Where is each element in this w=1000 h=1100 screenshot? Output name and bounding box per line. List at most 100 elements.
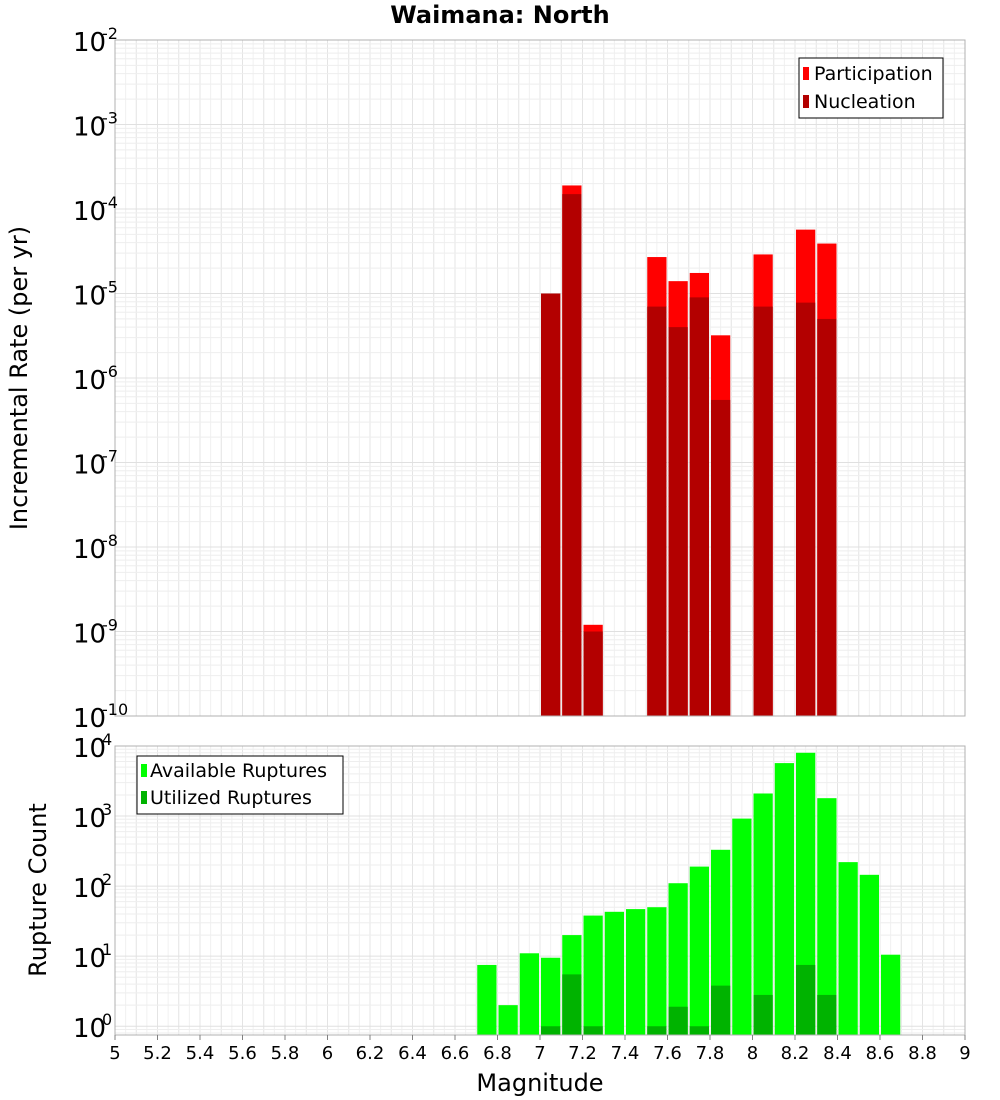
count-bar-available-ruptures xyxy=(817,798,837,1035)
legend-swatch-available xyxy=(141,764,147,777)
x-tick-label: 6.8 xyxy=(483,1043,512,1064)
y-tick-label: 10 xyxy=(73,874,106,904)
rate-bar-nucleation xyxy=(711,399,731,716)
x-tick-label: 6.4 xyxy=(398,1043,427,1064)
x-tick-label: 5.8 xyxy=(271,1043,300,1064)
legend-label-available: Available Ruptures xyxy=(150,760,327,782)
y-tick-label: 10 xyxy=(73,197,106,227)
x-tick-label: 6 xyxy=(322,1043,333,1064)
y-tick-label: 10 xyxy=(73,620,106,650)
x-tick-label: 5.6 xyxy=(228,1043,257,1064)
y-tick-label: 10 xyxy=(73,451,106,481)
x-tick-label: 8.8 xyxy=(908,1043,937,1064)
count-bar-available-ruptures xyxy=(732,818,752,1035)
legend-swatch-nucleation xyxy=(803,95,809,108)
top-bars xyxy=(541,185,837,717)
count-bar-available-ruptures xyxy=(689,866,709,1035)
x-ticks: 5 5.2 5.4 5.6 5.8 6 6.2 6.4 6.6 6.8 7 7.2 7.4 7.6 7.8 8… xyxy=(109,1035,971,1064)
y-tick-exponent: -3 xyxy=(102,109,118,128)
rate-bar-nucleation xyxy=(647,306,667,716)
top-y-axis-label: Incremental Rate (per yr) xyxy=(5,226,33,530)
legend-swatch-utilized xyxy=(141,791,147,804)
count-bar-utilized-ruptures xyxy=(817,994,837,1035)
count-bar-utilized-ruptures xyxy=(668,1006,688,1035)
y-tick-label: 10 xyxy=(73,366,106,396)
y-tick-exponent: 1 xyxy=(102,940,112,959)
count-bar-available-ruptures xyxy=(519,953,539,1035)
count-bar-utilized-ruptures xyxy=(562,974,582,1035)
top-plot-border xyxy=(114,39,966,717)
bottom-legend-box xyxy=(136,755,344,815)
y-tick-exponent: -9 xyxy=(102,616,118,635)
count-bar-available-ruptures xyxy=(859,874,879,1035)
bottom-y-axis-label: Rupture Count xyxy=(24,803,52,977)
count-bar-utilized-ruptures xyxy=(796,964,816,1035)
count-bar-utilized-ruptures xyxy=(753,994,773,1035)
y-tick-exponent: 2 xyxy=(102,870,112,889)
x-tick-label: 8.4 xyxy=(823,1043,852,1064)
top-gridlines xyxy=(114,39,966,717)
x-tick-label: 5.4 xyxy=(186,1043,215,1064)
count-bar-available-ruptures xyxy=(774,763,794,1035)
x-tick-label: 7 xyxy=(534,1043,545,1064)
y-tick-label: 10 xyxy=(73,113,106,143)
x-tick-label: 8.2 xyxy=(781,1043,810,1064)
y-tick-label: 10 xyxy=(73,734,106,764)
count-bar-utilized-ruptures xyxy=(647,1026,667,1035)
x-tick-label: 8.6 xyxy=(866,1043,895,1064)
chart-title: Waimana: North xyxy=(390,1,609,29)
rate-bar-nucleation xyxy=(583,631,603,716)
count-bar-available-ruptures xyxy=(838,862,858,1035)
rate-bar-nucleation xyxy=(689,297,709,716)
x-tick-label: 5 xyxy=(109,1043,120,1064)
rate-bar-nucleation xyxy=(562,194,582,716)
rate-bar-nucleation xyxy=(668,327,688,716)
y-tick-label: 10 xyxy=(73,28,106,58)
x-tick-label: 6.6 xyxy=(441,1043,470,1064)
bottom-legend: Available Ruptures Utilized Ruptures xyxy=(136,755,344,815)
x-tick-label: 7.8 xyxy=(696,1043,725,1064)
count-bar-utilized-ruptures xyxy=(689,1026,709,1035)
count-bar-available-ruptures xyxy=(668,883,688,1035)
y-tick-label: 10 xyxy=(73,1014,106,1044)
rate-bar-nucleation xyxy=(796,302,816,716)
count-bar-available-ruptures xyxy=(881,954,901,1035)
count-bar-utilized-ruptures xyxy=(583,1026,603,1035)
top-legend: Participation Nucleation xyxy=(798,57,944,119)
y-tick-exponent: -8 xyxy=(102,531,118,550)
y-tick-label: 10 xyxy=(73,704,106,734)
y-tick-exponent: 3 xyxy=(102,800,112,819)
x-tick-label: 8 xyxy=(747,1043,758,1064)
x-tick-label: 5.2 xyxy=(143,1043,172,1064)
legend-label-participation: Participation xyxy=(814,63,933,85)
y-tick-exponent: 4 xyxy=(102,730,112,749)
x-tick-label: 9 xyxy=(959,1043,970,1064)
count-bar-available-ruptures xyxy=(626,909,646,1035)
y-tick-label: 10 xyxy=(73,804,106,834)
y-tick-exponent: -2 xyxy=(102,24,118,43)
y-tick-exponent: -10 xyxy=(102,700,128,719)
count-bar-available-ruptures xyxy=(477,964,497,1035)
count-bar-available-ruptures xyxy=(583,915,603,1035)
y-tick-exponent: -7 xyxy=(102,447,118,466)
y-tick-exponent: -4 xyxy=(102,193,118,212)
count-bar-utilized-ruptures xyxy=(711,985,731,1035)
y-tick-exponent: -6 xyxy=(102,362,118,381)
legend-swatch-participation xyxy=(803,67,809,80)
count-bar-available-ruptures xyxy=(647,907,667,1035)
x-tick-label: 7.4 xyxy=(611,1043,640,1064)
count-bar-available-ruptures xyxy=(796,752,816,1035)
x-tick-label: 6.2 xyxy=(356,1043,385,1064)
x-tick-label: 7.6 xyxy=(653,1043,682,1064)
y-tick-label: 10 xyxy=(73,282,106,312)
y-tick-exponent: 0 xyxy=(102,1010,112,1029)
count-bar-utilized-ruptures xyxy=(541,1026,561,1035)
y-tick-exponent: -5 xyxy=(102,278,118,297)
count-bar-available-ruptures xyxy=(498,1005,518,1035)
x-axis-label: Magnitude xyxy=(476,1069,603,1097)
count-bar-available-ruptures xyxy=(541,957,561,1035)
legend-label-nucleation: Nucleation xyxy=(814,91,916,113)
